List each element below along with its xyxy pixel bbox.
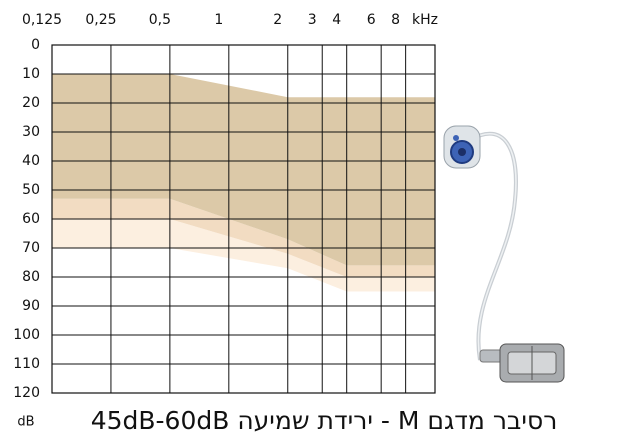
- grid: [51, 44, 436, 394]
- y-tick-label: 90: [22, 298, 40, 314]
- band-area: [52, 74, 435, 266]
- y-tick-label: 80: [22, 269, 40, 285]
- x-tick-label: 1: [214, 12, 223, 28]
- plot-border: [51, 44, 436, 394]
- x-axis-label: kHz: [412, 12, 438, 28]
- y-axis-label: dB: [17, 415, 34, 430]
- y-tick-label: 30: [22, 124, 40, 140]
- x-tick-label: 0,25: [85, 12, 116, 28]
- receiver-image: [443, 125, 565, 383]
- band-area: [52, 198, 435, 277]
- y-tick-label: 20: [22, 95, 40, 111]
- x-tick-label: 3: [308, 12, 317, 28]
- y-tick-label: 0: [31, 37, 40, 53]
- y-tick-label: 50: [22, 182, 40, 198]
- x-tick-label: 4: [332, 12, 341, 28]
- labels: 0 10 20 30 40 50 60 70 80 90 100 110 120 0,125 0,25 0,5…: [13, 12, 400, 401]
- y-tick-label: 60: [22, 211, 40, 227]
- chart-title: רסיבר מדגם M - ירידת שמיעה 45dB-60dB: [91, 406, 558, 435]
- bands: [52, 74, 435, 292]
- band-area: [52, 219, 435, 292]
- y-tick-label: 100: [13, 327, 40, 343]
- x-tick-label: 2: [273, 12, 282, 28]
- x-tick-label: 8: [391, 12, 400, 28]
- y-tick-label: 120: [13, 385, 40, 401]
- y-tick-label: 40: [22, 153, 40, 169]
- x-tick-label: 0,125: [22, 12, 62, 28]
- y-tick-label: 10: [22, 66, 40, 82]
- x-tick-label: 6: [367, 12, 376, 28]
- x-tick-label: 0,5: [149, 12, 171, 28]
- y-tick-label: 110: [13, 356, 40, 372]
- y-tick-label: 70: [22, 240, 40, 256]
